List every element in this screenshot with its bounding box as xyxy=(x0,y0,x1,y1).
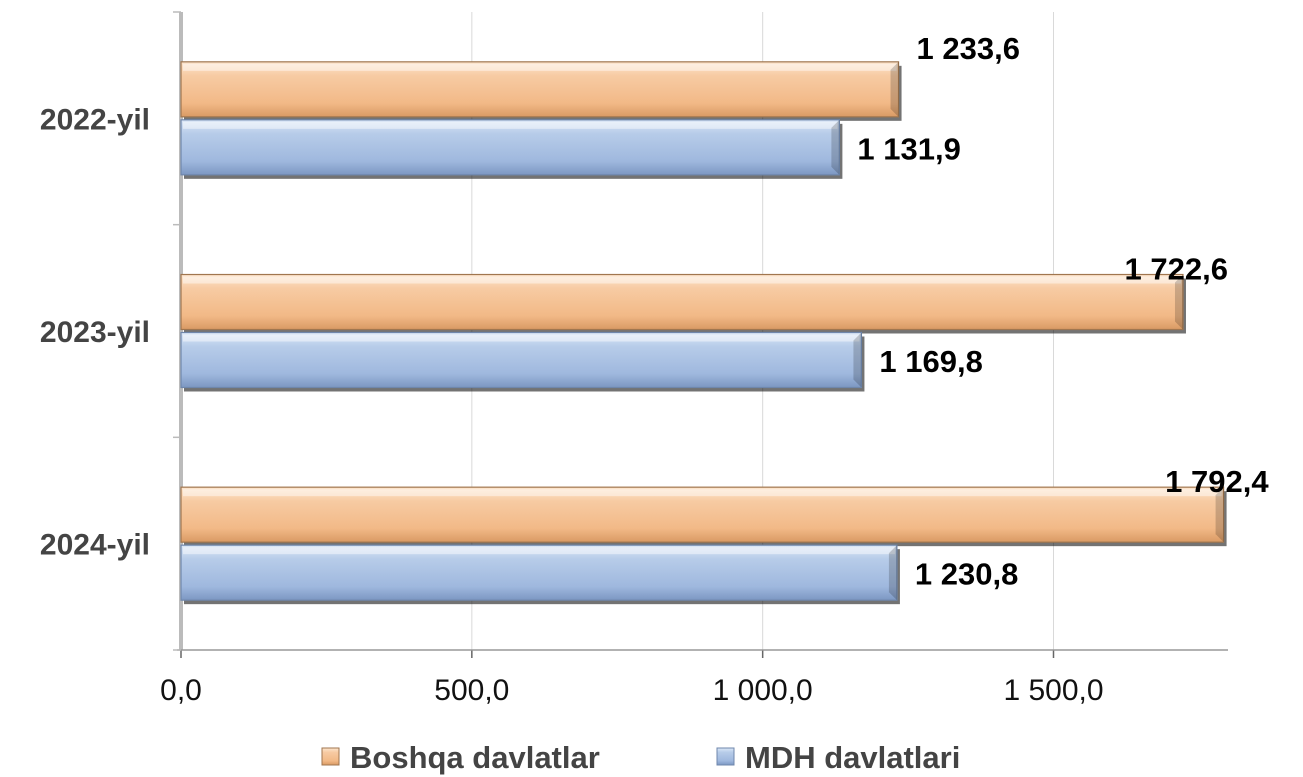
bar-end-bevel xyxy=(890,61,899,117)
bar-end-bevel xyxy=(853,332,862,388)
bar-body xyxy=(180,61,900,118)
bar-boshqa xyxy=(180,61,900,118)
bar-end-bevel xyxy=(831,119,840,175)
legend-label: Boshqa davlatlar xyxy=(350,740,600,775)
axes xyxy=(173,11,1228,658)
data-label: 1 230,8 xyxy=(915,557,1018,592)
bar-end-bevel xyxy=(1215,487,1224,543)
bar-highlight xyxy=(183,121,838,129)
category-label: 2023-yil xyxy=(40,316,150,349)
bar-body xyxy=(180,331,863,389)
bar-body xyxy=(180,119,840,176)
x-tick-label: 1 000,0 xyxy=(713,674,813,707)
legend-label: MDH davlatlari xyxy=(745,740,960,775)
legend-swatch xyxy=(321,747,340,766)
legend: Boshqa davlatlar MDH davlatlari xyxy=(321,740,960,775)
bar-end-bevel xyxy=(888,545,897,601)
bar-highlight xyxy=(183,276,1181,284)
bar-mdh xyxy=(180,331,863,389)
bars xyxy=(180,61,1227,605)
bar-mdh xyxy=(180,119,840,176)
x-tick-label: 1 500,0 xyxy=(1003,674,1103,707)
bar-end-bevel xyxy=(1174,274,1183,330)
x-tick-label: 500,0 xyxy=(434,674,509,707)
x-tick-label: 0,0 xyxy=(160,674,202,707)
data-label: 1 792,4 xyxy=(1165,464,1269,499)
data-label: 1 233,6 xyxy=(917,31,1020,66)
bar-highlight xyxy=(183,547,895,555)
data-label: 1 169,8 xyxy=(879,344,982,379)
data-label: 1 722,6 xyxy=(1125,252,1228,287)
data-label: 1 131,9 xyxy=(857,131,960,166)
bar-highlight xyxy=(183,63,897,71)
bar-body xyxy=(180,486,1225,543)
category-label: 2024-yil xyxy=(40,529,150,562)
bar-highlight xyxy=(183,334,860,342)
bar-boshqa xyxy=(180,486,1225,543)
bar-body xyxy=(180,544,898,601)
labels: 0,0 500,0 1 000,0 1 500,0 2022-yil 1 233,6 1 1… xyxy=(40,31,1269,707)
bar-body xyxy=(180,273,1184,331)
bar-highlight xyxy=(183,489,1222,497)
category-label: 2022-yil xyxy=(40,103,150,136)
bar-mdh xyxy=(180,544,898,601)
legend-swatch xyxy=(716,747,735,766)
bar-boshqa xyxy=(180,273,1184,331)
